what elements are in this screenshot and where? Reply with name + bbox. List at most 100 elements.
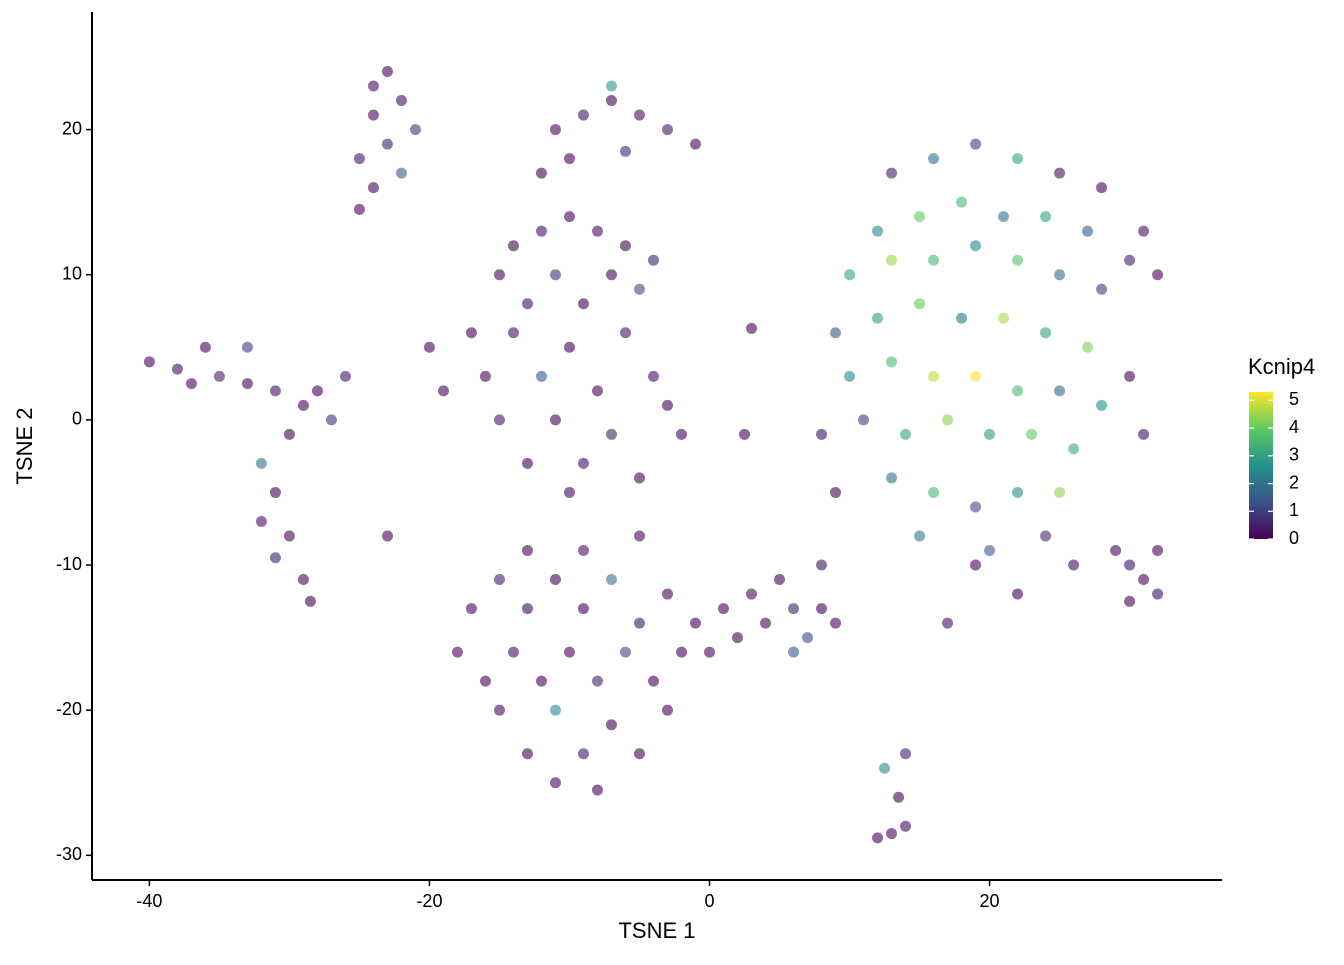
- point: [591, 784, 603, 796]
- point: [255, 515, 267, 527]
- point: [1152, 269, 1164, 281]
- point: [788, 646, 800, 658]
- point: [970, 370, 982, 382]
- point: [283, 530, 295, 542]
- x-axis-title: TSNE 1: [618, 918, 695, 943]
- point: [802, 632, 814, 644]
- point: [353, 203, 365, 215]
- point: [886, 472, 898, 484]
- point: [605, 719, 617, 731]
- legend-title: Kcnip4: [1248, 354, 1315, 379]
- point: [563, 646, 575, 658]
- point: [942, 414, 954, 426]
- point: [746, 588, 758, 600]
- point: [577, 298, 589, 310]
- point: [1096, 182, 1108, 194]
- point: [619, 145, 631, 157]
- point: [367, 80, 379, 92]
- point: [774, 574, 786, 586]
- colorbar-tick-label: 1: [1289, 500, 1299, 520]
- point: [549, 777, 561, 789]
- point: [1012, 486, 1024, 498]
- point: [647, 254, 659, 266]
- point: [718, 603, 730, 615]
- point: [1012, 385, 1024, 397]
- y-tick-label: 0: [72, 409, 82, 429]
- point: [746, 322, 758, 334]
- point: [1068, 443, 1080, 455]
- point: [1124, 370, 1136, 382]
- point: [844, 269, 856, 281]
- point: [970, 138, 982, 150]
- point: [619, 240, 631, 252]
- point: [1082, 225, 1094, 237]
- point: [1110, 545, 1122, 557]
- point: [956, 312, 968, 324]
- point: [241, 378, 253, 390]
- point: [886, 254, 898, 266]
- point: [591, 385, 603, 397]
- point: [521, 545, 533, 557]
- point: [886, 167, 898, 179]
- point: [619, 327, 631, 339]
- point: [970, 559, 982, 571]
- point: [563, 486, 575, 498]
- point: [535, 370, 547, 382]
- point: [381, 138, 393, 150]
- point: [367, 182, 379, 194]
- point: [893, 791, 905, 803]
- point: [563, 341, 575, 353]
- point: [213, 370, 225, 382]
- point: [283, 428, 295, 440]
- point: [297, 399, 309, 411]
- point: [928, 370, 940, 382]
- point: [367, 109, 379, 121]
- point: [465, 327, 477, 339]
- point: [591, 675, 603, 687]
- point: [549, 704, 561, 716]
- x-tick-label: 0: [705, 891, 715, 911]
- point: [1054, 486, 1066, 498]
- colorbar-tick-label: 0: [1289, 528, 1299, 548]
- point: [199, 341, 211, 353]
- point: [1096, 399, 1108, 411]
- point: [1040, 530, 1052, 542]
- point: [830, 617, 842, 629]
- point: [521, 298, 533, 310]
- colorbar-tick-label: 4: [1289, 417, 1299, 437]
- point: [465, 603, 477, 615]
- point: [479, 675, 491, 687]
- point: [816, 428, 828, 440]
- point: [563, 153, 575, 165]
- point: [1054, 269, 1066, 281]
- point: [886, 828, 898, 840]
- point: [493, 574, 505, 586]
- point: [437, 385, 449, 397]
- point: [171, 363, 183, 375]
- point: [409, 124, 421, 136]
- point: [704, 646, 716, 658]
- point: [830, 327, 842, 339]
- point: [535, 167, 547, 179]
- point: [549, 414, 561, 426]
- point: [549, 124, 561, 136]
- point: [1054, 385, 1066, 397]
- point: [1124, 559, 1136, 571]
- point: [662, 399, 674, 411]
- point: [942, 617, 954, 629]
- point: [255, 457, 267, 469]
- point: [521, 603, 533, 615]
- colorbar-tick-label: 5: [1289, 389, 1299, 409]
- point: [662, 124, 674, 136]
- point: [1012, 153, 1024, 165]
- point: [984, 428, 996, 440]
- point: [956, 196, 968, 208]
- point: [605, 95, 617, 107]
- point: [577, 457, 589, 469]
- point: [662, 704, 674, 716]
- point: [816, 559, 828, 571]
- point: [479, 370, 491, 382]
- point: [521, 457, 533, 469]
